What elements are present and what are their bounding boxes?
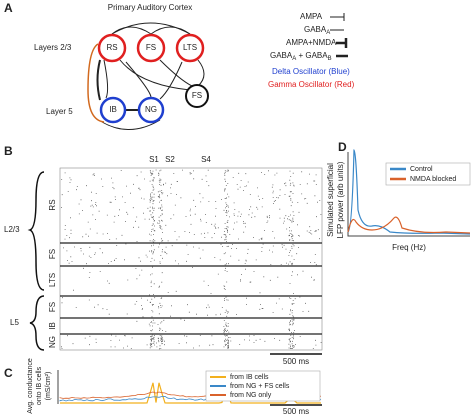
raster (61, 169, 322, 350)
node-label: LTS (183, 43, 197, 52)
row-label: NG (48, 336, 57, 348)
scale-label: 500 ms (283, 357, 309, 366)
legend-box (385, 162, 471, 186)
legend-label: from NG + FS cells (230, 383, 290, 390)
legend-symbol (336, 38, 348, 48)
legend-label: NMDA blocked (410, 176, 456, 183)
brace (29, 295, 45, 351)
brace (27, 171, 45, 291)
axis-label: LFP power (arb units) (336, 161, 345, 238)
legend-label: from NG only (230, 392, 272, 399)
spike-dots (136, 318, 295, 334)
layer-label: Layers 2/3 (34, 43, 72, 52)
connection (87, 43, 105, 123)
panel-letter: D (338, 140, 347, 154)
layer-label: Layer 5 (46, 107, 73, 116)
spike-dots (63, 243, 317, 266)
synapse-legend: AMPA GABAA AMPA+NMDA GABAA + GABAB Delta… (268, 12, 355, 89)
panel-letter: C (4, 366, 13, 380)
spike-dots (61, 296, 310, 318)
legend-label: Delta Oscillator (Blue) (272, 67, 350, 76)
spike-dots (61, 334, 322, 350)
row-label: FS (48, 302, 57, 312)
axes (347, 152, 470, 237)
legend-label: GABAA (304, 25, 330, 35)
stimulus-label: S4 (201, 155, 211, 164)
legend-label: Gamma Oscillator (Red) (268, 80, 355, 89)
legend-label: AMPA+NMDA (286, 38, 337, 47)
stimulus-label: S1 (149, 155, 159, 164)
legend-symbol (330, 13, 345, 21)
node (185, 84, 209, 108)
node-label: NG (145, 105, 157, 114)
node (97, 33, 127, 63)
legend-label: Control (410, 166, 433, 173)
raster-frame (59, 167, 323, 351)
row-separators (60, 242, 322, 335)
row-label: FS (48, 249, 57, 259)
row-label: RS (48, 199, 57, 210)
group-label: L2/3 (4, 225, 20, 234)
spectrum-line (347, 149, 471, 235)
axis-label: Freq (Hz) (392, 243, 426, 252)
row-label: LTS (48, 273, 57, 287)
legend-label: AMPA (300, 12, 323, 21)
trace (60, 376, 321, 404)
node-label: RS (106, 43, 117, 52)
spectrum-line (347, 216, 471, 234)
node (99, 96, 127, 124)
legend-label: GABAA + GABAB (270, 51, 332, 61)
panel-title: Primary Auditory Cortex (108, 3, 192, 12)
stimulus-label: S2 (165, 155, 175, 164)
scale-label: 500 ms (283, 407, 309, 416)
axis-label: (mS/cm²) (45, 372, 52, 401)
node-label: IB (109, 105, 117, 114)
spike-dots (61, 169, 322, 243)
node (175, 33, 205, 63)
panel-letter: A (4, 1, 13, 15)
spike-dots (73, 266, 315, 296)
axis-label: Simulated superficial (326, 163, 335, 237)
node-label: FS (192, 91, 202, 100)
axis-label: Avg. conductance (27, 358, 34, 414)
panel-letter: B (4, 144, 13, 158)
connections (96, 22, 205, 131)
node (137, 96, 165, 124)
legend-label: from IB cells (230, 374, 269, 381)
row-label: IB (48, 322, 57, 330)
node-label: FS (146, 43, 156, 52)
group-label: L5 (10, 318, 19, 327)
nodes: RS FS LTS IB NG FS (97, 33, 209, 124)
node (136, 33, 166, 63)
axis-label: onto IB cells (36, 366, 43, 405)
